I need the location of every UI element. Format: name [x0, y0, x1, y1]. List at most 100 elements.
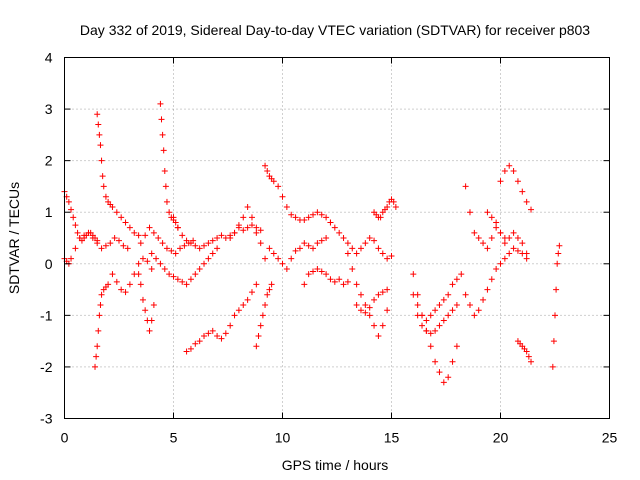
data-point	[371, 296, 378, 303]
data-point	[475, 307, 482, 314]
x-tick-label: 5	[170, 430, 178, 446]
data-point	[196, 245, 203, 252]
series-sat-i	[148, 245, 221, 288]
data-point	[183, 348, 190, 355]
data-point	[371, 322, 378, 329]
data-point	[262, 302, 269, 309]
y-tick-label: 4	[45, 50, 53, 66]
data-point	[553, 286, 560, 293]
axis-ticks	[64, 57, 610, 419]
data-point	[484, 209, 491, 216]
data-point	[484, 245, 491, 252]
data-point	[449, 281, 456, 288]
data-point	[76, 235, 83, 241]
data-point	[240, 214, 247, 221]
data-point	[109, 271, 116, 278]
data-point	[288, 255, 295, 262]
data-point	[344, 250, 351, 257]
data-point	[497, 229, 504, 236]
data-point	[549, 363, 556, 370]
data-point	[449, 307, 456, 314]
data-point	[81, 232, 88, 239]
data-point	[131, 229, 138, 236]
data-point	[264, 167, 271, 174]
data-point	[493, 224, 500, 231]
data-point	[187, 240, 194, 247]
data-point	[488, 276, 495, 283]
data-point	[109, 204, 116, 211]
data-point	[379, 250, 386, 257]
data-point	[120, 242, 127, 249]
data-point	[292, 247, 299, 254]
data-point	[96, 312, 103, 319]
y-axis-label: SDTVAR / TECUs	[6, 182, 22, 294]
data-point	[471, 229, 478, 236]
data-point	[266, 286, 273, 293]
data-point	[174, 276, 181, 283]
data-point	[148, 265, 155, 272]
data-point	[323, 214, 330, 221]
data-point	[427, 312, 434, 319]
data-point	[135, 271, 142, 278]
data-point	[488, 214, 495, 221]
data-point	[318, 237, 325, 244]
data-point	[305, 242, 312, 249]
data-point	[150, 302, 157, 309]
series-sat-ac	[549, 242, 563, 370]
data-point	[419, 322, 426, 329]
data-point	[172, 219, 179, 226]
data-point	[275, 255, 282, 262]
data-point	[214, 235, 221, 241]
data-point	[384, 255, 391, 262]
data-point	[201, 260, 208, 267]
data-point	[301, 240, 308, 247]
data-point	[170, 273, 177, 280]
series-sat-t	[371, 196, 399, 221]
data-point	[488, 235, 495, 241]
data-point	[344, 278, 351, 285]
data-point	[93, 353, 100, 360]
data-point	[205, 330, 212, 337]
data-point	[384, 286, 391, 293]
data-point	[157, 100, 164, 107]
data-point	[501, 255, 508, 262]
data-point	[336, 276, 343, 283]
data-point	[92, 363, 99, 370]
data-point	[501, 167, 508, 174]
data-point	[244, 204, 251, 211]
data-point	[122, 219, 129, 226]
series-sat-d	[92, 281, 112, 370]
data-point	[161, 167, 168, 174]
series-sat-w	[414, 302, 460, 337]
data-point	[523, 250, 530, 257]
data-point	[214, 332, 221, 339]
x-tick-label: 15	[384, 430, 400, 446]
x-tick-label: 0	[61, 430, 69, 446]
plot-frame	[64, 57, 610, 419]
data-point	[257, 227, 264, 234]
data-point	[375, 291, 382, 298]
data-point	[493, 219, 500, 226]
data-point	[440, 296, 447, 303]
data-point	[68, 206, 75, 213]
data-point	[525, 353, 532, 360]
data-point	[209, 237, 216, 244]
data-point	[305, 271, 312, 278]
data-point	[94, 111, 101, 118]
data-point	[201, 242, 208, 249]
data-point	[390, 198, 397, 205]
data-point	[111, 235, 118, 241]
data-point	[555, 250, 562, 257]
data-point	[423, 327, 430, 334]
data-point	[519, 188, 526, 195]
data-point	[201, 332, 208, 339]
data-point	[331, 224, 338, 231]
series-sat-q	[327, 219, 395, 262]
data-point	[144, 258, 151, 265]
data-point	[514, 235, 521, 241]
data-point	[349, 265, 356, 272]
data-point	[318, 211, 325, 218]
data-point	[510, 245, 517, 252]
data-point	[257, 240, 264, 247]
data-point	[146, 327, 153, 334]
